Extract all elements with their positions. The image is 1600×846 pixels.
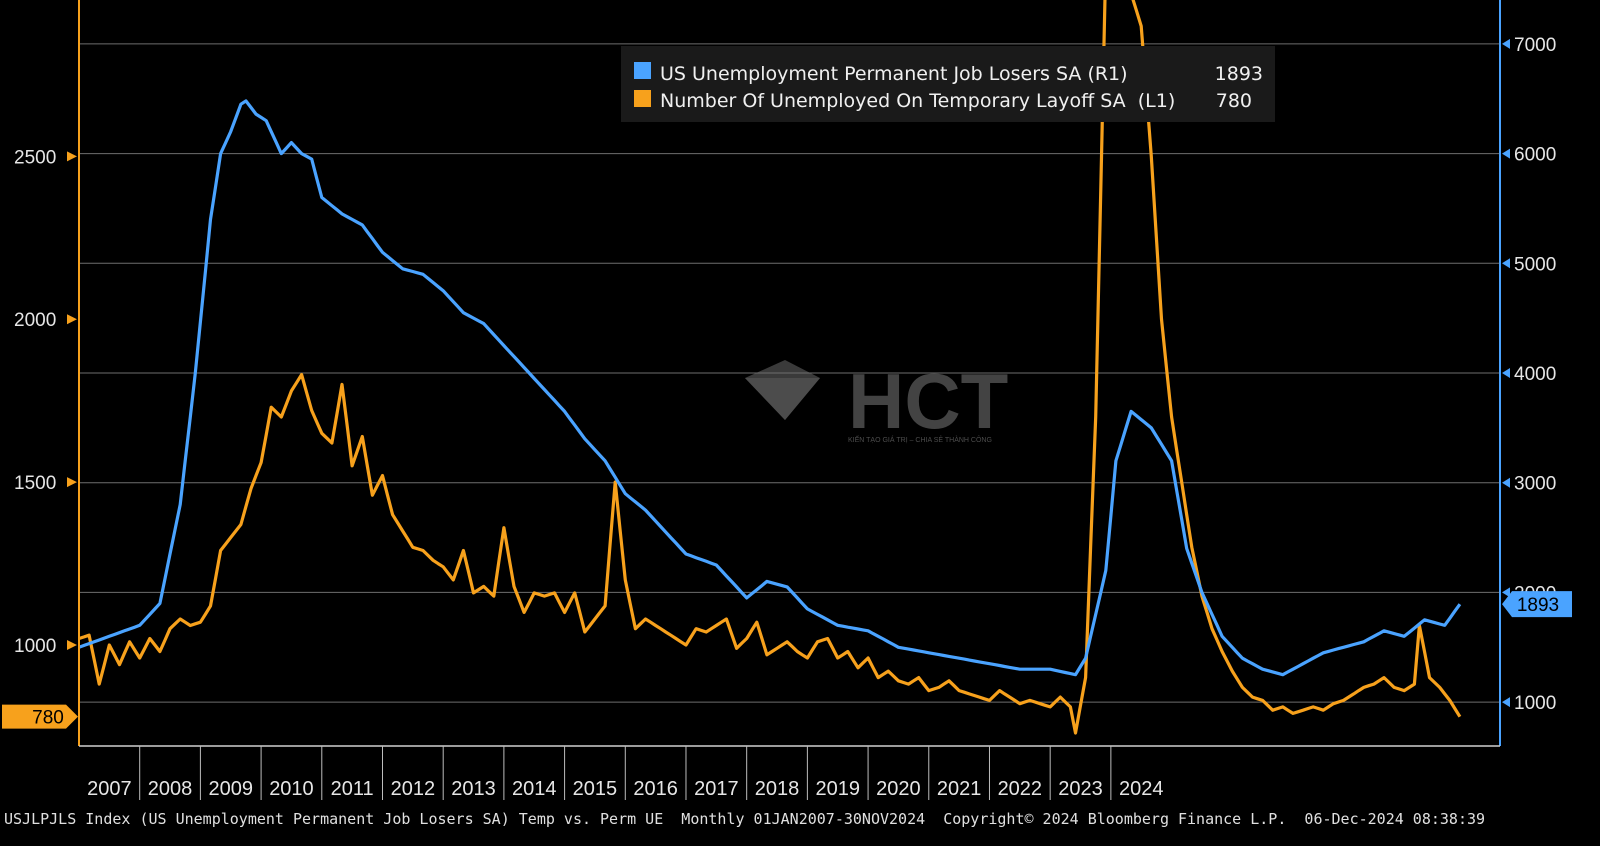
right-tick-label-6000: 6000 — [1514, 145, 1556, 166]
legend: US Unemployment Permanent Job Losers SA … — [621, 46, 1275, 122]
right-tick-label-3000: 3000 — [1514, 474, 1556, 495]
right-tick-label-5000: 5000 — [1514, 254, 1556, 275]
legend-value-permanent: 1893 — [1215, 63, 1263, 85]
right-tick-marker-2000 — [1502, 587, 1510, 598]
left-tick-marker-1000 — [67, 640, 77, 651]
x-label-2015: 2015 — [573, 778, 618, 800]
x-label-2023: 2023 — [1058, 778, 1103, 800]
watermark-diamond-lower-icon — [745, 378, 820, 420]
footer-caption: USJLPJLS Index (US Unemployment Permanen… — [4, 810, 1485, 828]
left-tick-label-1500: 1500 — [14, 473, 56, 494]
x-label-2011: 2011 — [331, 778, 374, 800]
legend-value-temporary: 780 — [1216, 90, 1252, 112]
right-tick-marker-6000 — [1502, 148, 1510, 159]
x-label-2007: 2007 — [87, 778, 132, 800]
right-value-tag-label: 1893 — [1517, 595, 1559, 616]
right-tick-label-7000: 7000 — [1514, 35, 1556, 56]
x-label-2019: 2019 — [815, 778, 860, 800]
series-line-permanent-job-losers — [79, 99, 1462, 677]
right-tick-label-1000: 1000 — [1514, 693, 1556, 714]
watermark: HCT KIẾN TẠO GIÁ TRỊ – CHIA SẺ THÀNH CÔN… — [745, 357, 1008, 445]
x-label-2010: 2010 — [269, 778, 314, 800]
x-label-2021: 2021 — [937, 778, 982, 800]
series-line-temporary-layoff — [79, 0, 1462, 735]
right-tick-marker-1000 — [1502, 697, 1510, 708]
left-tick-label-2000: 2000 — [14, 310, 56, 331]
left-value-tag-label: 780 — [32, 708, 64, 729]
right-tick-marker-7000 — [1502, 38, 1510, 49]
right-tick-marker-5000 — [1502, 258, 1510, 269]
right-tick-marker-3000 — [1502, 477, 1510, 488]
x-label-2014: 2014 — [512, 778, 557, 800]
series-layer — [79, 0, 1462, 735]
left-value-tag-shape — [2, 704, 78, 729]
x-label-2020: 2020 — [876, 778, 921, 800]
legend-label-permanent: US Unemployment Permanent Job Losers SA … — [660, 63, 1128, 85]
left-tick-label-1000: 1000 — [14, 636, 56, 657]
x-label-2017: 2017 — [694, 778, 739, 800]
legend-swatch-temporary — [634, 90, 651, 107]
x-label-2013: 2013 — [451, 778, 496, 800]
left-tick-label-2500: 2500 — [14, 147, 56, 168]
right-tick-marker-4000 — [1502, 368, 1510, 378]
left-axis-ticks: 1000 1500 2000 2500 — [14, 147, 77, 657]
left-tick-marker-2000 — [67, 314, 77, 325]
x-label-2016: 2016 — [633, 778, 678, 800]
watermark-brand: HCT — [848, 357, 1008, 445]
right-tick-label-4000: 4000 — [1514, 364, 1556, 385]
x-label-2024: 2024 — [1119, 778, 1164, 800]
left-value-tag: 780 — [2, 704, 78, 729]
x-label-2022: 2022 — [998, 778, 1043, 800]
x-label-2018: 2018 — [755, 778, 800, 800]
right-axis-ticks: 1000200030004000500060007000 — [1502, 35, 1556, 714]
legend-box — [621, 46, 1275, 122]
x-label-2009: 2009 — [208, 778, 253, 800]
right-value-tag: 1893 — [1502, 591, 1572, 618]
x-label-2008: 2008 — [148, 778, 193, 800]
legend-swatch-permanent — [634, 62, 651, 79]
right-value-tag-shape — [1502, 591, 1572, 618]
left-tick-marker-2500 — [67, 151, 77, 162]
x-axis-ticks: 2007 2008 2009 2010 2011 2012 2013 2014 2015 2016… — [87, 746, 1163, 800]
x-label-2012: 2012 — [391, 778, 436, 800]
watermark-tagline: KIẾN TẠO GIÁ TRỊ – CHIA SẺ THÀNH CÔNG — [848, 434, 992, 444]
legend-label-temporary: Number Of Unemployed On Temporary Layoff… — [660, 90, 1175, 112]
left-tick-marker-1500 — [67, 477, 77, 488]
